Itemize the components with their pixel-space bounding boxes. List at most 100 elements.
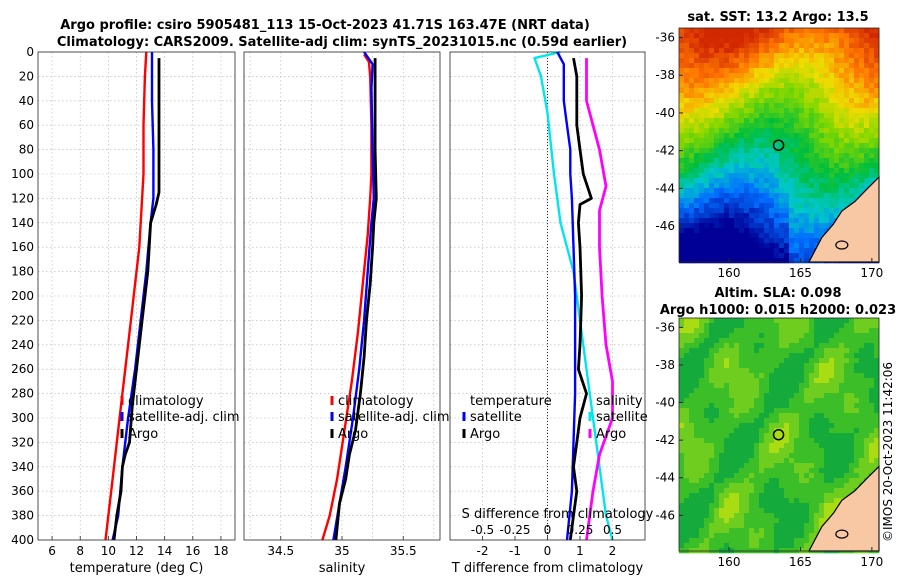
sla-map-cell (714, 473, 720, 479)
sst-map-cell (759, 28, 765, 34)
sla-map-cell (779, 528, 785, 534)
sst-map-cell (754, 213, 760, 219)
sst-map-cell (689, 83, 695, 89)
sst-map-cell (769, 83, 775, 89)
sst-map-cell (774, 173, 780, 179)
sla-map-cell (794, 518, 800, 524)
sla-map-cell (704, 468, 710, 474)
sst-map-cell (854, 78, 860, 84)
temp-series-climatology (104, 51, 148, 541)
sla-map-cell (689, 448, 695, 454)
sst-map-cell (829, 173, 835, 179)
sst-map-cell (809, 223, 815, 229)
sst-map-cell (719, 48, 725, 54)
sst-map-cell (769, 58, 775, 64)
sst-map-cell (814, 88, 820, 94)
sst-map-cell (714, 48, 720, 54)
sst-map-cell (799, 223, 805, 229)
sst-map-cell (709, 53, 715, 59)
sla-map-cell (874, 358, 880, 364)
sst-map-cell (864, 88, 870, 94)
sst-map-cell (849, 158, 855, 164)
sla-map-cell (779, 418, 785, 424)
sst-map-cell (794, 83, 800, 89)
sst-map-cell (854, 168, 860, 174)
sla-map-cell (799, 373, 805, 379)
sst-map-cell (849, 168, 855, 174)
sst-map-cell (859, 128, 865, 134)
sla-map-cell (734, 358, 740, 364)
sla-map-cell (784, 488, 790, 494)
sla-map-cell (864, 373, 870, 379)
sla-map-cell (684, 483, 690, 489)
sla-map-cell (779, 363, 785, 369)
sst-map-cell (819, 183, 825, 189)
sla-map-cell (794, 543, 800, 549)
sla-map-cell (779, 473, 785, 479)
sst-map-cell (804, 168, 810, 174)
sla-map-cell (689, 443, 695, 449)
sst-map-cell (869, 53, 875, 59)
sst-map-cell (739, 158, 745, 164)
sla-map-cell (709, 538, 715, 544)
sst-map-cell (834, 93, 840, 99)
sla-map-cell (729, 503, 735, 509)
sla-map-cell (774, 383, 780, 389)
sst-map-cell (739, 163, 745, 169)
sst-map-cell (704, 153, 710, 159)
sst-map-cell (774, 68, 780, 74)
sst-map-cell (864, 163, 870, 169)
sst-map-cell (874, 33, 880, 39)
sla-map-cell (804, 438, 810, 444)
sla-map-cell (679, 343, 685, 349)
sst-map-cell (689, 93, 695, 99)
sst-map-cell (859, 98, 865, 104)
sst-map-cell (729, 73, 735, 79)
sla-map-cell (834, 413, 840, 419)
sst-map-cell (739, 123, 745, 129)
sst-map-cell (714, 163, 720, 169)
sla-map-cell (689, 438, 695, 444)
sla-map-cell (714, 368, 720, 374)
sla-map-cell (679, 323, 685, 329)
sla-map-cell (774, 438, 780, 444)
sla-map-cell (799, 528, 805, 534)
sla-map-cell (764, 393, 770, 399)
sst-map-cell (769, 183, 775, 189)
sst-map-cell (729, 68, 735, 74)
sla-map-cell (829, 418, 835, 424)
sst-map-cell (714, 98, 720, 104)
sst-map-cell (794, 258, 800, 264)
sst-map-cell (819, 153, 825, 159)
sst-map-cell (789, 253, 795, 259)
sst-map-cell (849, 193, 855, 199)
sla-map-cell (814, 528, 820, 534)
sla-map-cell (809, 528, 815, 534)
sla-map-cell (689, 473, 695, 479)
sla-map-cell (849, 473, 855, 479)
sla-map-cell (684, 338, 690, 344)
sla-map-cell (749, 343, 755, 349)
sla-map-cell (714, 393, 720, 399)
sla-map-cell (809, 533, 815, 539)
sla-map-cell (724, 508, 730, 514)
sla-map-cell (824, 348, 830, 354)
sla-map-cell (689, 333, 695, 339)
sla-map-cell (689, 403, 695, 409)
sla-map-cell (764, 453, 770, 459)
sst-map-cell (834, 73, 840, 79)
sla-map-cell (709, 513, 715, 519)
sst-map-cell (834, 158, 840, 164)
sst-map-cell (724, 238, 730, 244)
sst-map-cell (754, 208, 760, 214)
sst-map-cell (754, 193, 760, 199)
sla-map-cell (849, 468, 855, 474)
sla-map-cell (729, 518, 735, 524)
sst-map-cell (719, 143, 725, 149)
sst-map-cell (749, 38, 755, 44)
sst-map-cell (704, 248, 710, 254)
sst-map-cell (804, 253, 810, 259)
sst-map-cell (749, 88, 755, 94)
sla-map-cell (859, 358, 865, 364)
sla-map-cell (864, 403, 870, 409)
